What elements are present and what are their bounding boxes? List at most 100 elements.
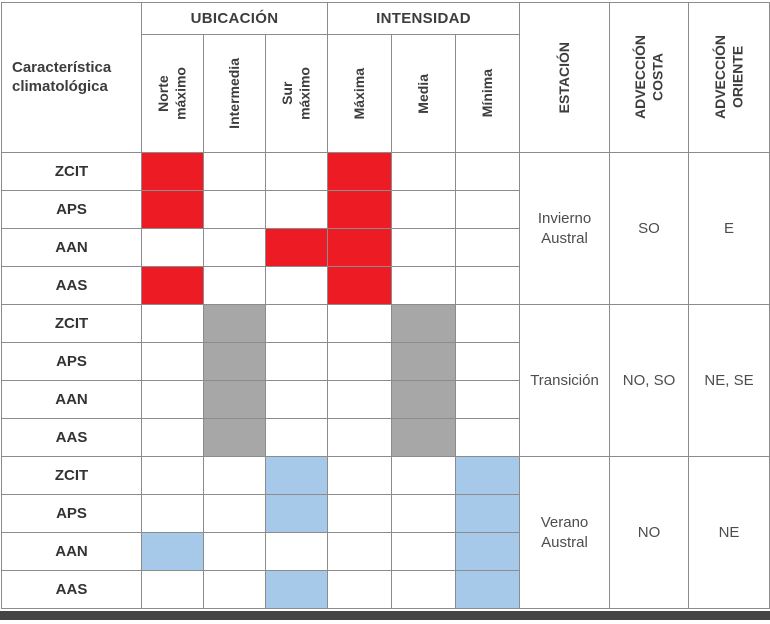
cell-empty	[141, 380, 204, 419]
cell-empty	[264, 342, 329, 381]
cell-red	[141, 266, 204, 305]
adveccion-oriente-header: ADVECCIÓN ORIENTE	[688, 2, 770, 153]
cell-gray	[391, 342, 457, 381]
season-cell: Transición	[519, 304, 611, 457]
cell-empty	[327, 304, 393, 343]
cell-empty	[327, 532, 393, 571]
cell-gray	[203, 418, 266, 457]
cell-blue	[455, 494, 521, 533]
norte-maximo-header-label: Norte máximo	[155, 67, 189, 120]
cell-empty	[455, 380, 521, 419]
cell-blue	[455, 456, 521, 495]
row-label: AAN	[1, 380, 142, 419]
cell-empty	[264, 380, 329, 419]
cell-empty	[455, 152, 521, 191]
cell-gray	[391, 418, 457, 457]
cell-empty	[203, 532, 266, 571]
cell-red	[264, 228, 329, 267]
norte-maximo-header: Norte máximo	[141, 34, 204, 153]
maxima-header: Máxima	[327, 34, 393, 153]
media-header-label: Media	[414, 73, 431, 114]
cell-empty	[455, 228, 521, 267]
cell-empty	[141, 228, 204, 267]
table-row: AAS	[1, 418, 770, 457]
cell-empty	[455, 342, 521, 381]
table-header: Característica climatológica UBICACIÓN I…	[1, 2, 770, 153]
cell-gray	[391, 304, 457, 343]
row-label: ZCIT	[1, 152, 142, 191]
adveccion-costa-cell: NO, SO	[609, 304, 690, 457]
cell-empty	[455, 266, 521, 305]
season-cell: Invierno Austral	[519, 152, 611, 305]
row-label: ZCIT	[1, 456, 142, 495]
table-row: AAS	[1, 266, 770, 305]
cell-gray	[391, 380, 457, 419]
adveccion-oriente-header-label: ADVECCIÓN ORIENTE	[711, 35, 746, 120]
cell-blue	[264, 494, 329, 533]
cell-empty	[391, 494, 457, 533]
table-row: APS	[1, 494, 770, 533]
cell-empty	[327, 456, 393, 495]
cell-empty	[203, 456, 266, 495]
row-label: AAS	[1, 418, 142, 457]
cell-blue	[141, 532, 204, 571]
bottom-bar	[0, 611, 770, 620]
table-row: ZCIT Verano Austral NO NE	[1, 456, 770, 609]
table-row: ZCIT Transición NO, SO NE, SE	[1, 304, 770, 457]
cell-empty	[455, 418, 521, 457]
cell-empty	[141, 570, 204, 609]
cell-empty	[327, 570, 393, 609]
cell-empty	[391, 190, 457, 229]
cell-empty	[203, 570, 266, 609]
cell-empty	[203, 228, 266, 267]
cell-empty	[264, 304, 329, 343]
adveccion-oriente-cell: E	[688, 152, 770, 305]
cell-empty	[327, 342, 393, 381]
cell-empty	[391, 456, 457, 495]
table-row: AAS	[1, 570, 770, 609]
season-cell: Verano Austral	[519, 456, 611, 609]
cell-empty	[141, 342, 204, 381]
climatology-table: Característica climatológica UBICACIÓN I…	[1, 2, 770, 609]
cell-blue	[455, 570, 521, 609]
adveccion-oriente-cell: NE	[688, 456, 770, 609]
cell-empty	[455, 304, 521, 343]
cell-empty	[391, 152, 457, 191]
header-sub-row: Norte máximo Intermedia Sur máximo Máxim…	[2, 34, 770, 153]
table-row: AAN	[1, 380, 770, 419]
cell-empty	[141, 304, 204, 343]
adveccion-costa-header-label: ADVECCIÓN COSTA	[631, 35, 666, 120]
intensidad-group-header: INTENSIDAD	[327, 2, 521, 35]
cell-empty	[264, 190, 329, 229]
cell-red	[327, 152, 393, 191]
cell-empty	[391, 228, 457, 267]
sur-maximo-header-label: Sur máximo	[279, 67, 313, 120]
row-label: APS	[1, 190, 142, 229]
cell-empty	[203, 266, 266, 305]
row-label: AAS	[1, 266, 142, 305]
table-row: ZCIT Invierno Austral SO E	[1, 152, 770, 305]
row-label: AAN	[1, 228, 142, 267]
estacion-header: ESTACIÓN	[519, 2, 611, 153]
corner-header: Característica climatológica	[1, 2, 142, 153]
cell-gray	[203, 380, 266, 419]
cell-gray	[203, 304, 266, 343]
minima-header-label: Mínima	[478, 69, 495, 118]
cell-blue	[264, 456, 329, 495]
row-label: AAN	[1, 532, 142, 571]
table-body: ZCIT Invierno Austral SO E APS AAN AAS ZCIT Tran…	[1, 152, 770, 609]
cell-empty	[141, 456, 204, 495]
row-label: ZCIT	[1, 304, 142, 343]
cell-empty	[141, 494, 204, 533]
cell-empty	[391, 570, 457, 609]
intermedia-header: Intermedia	[203, 34, 266, 153]
cell-empty	[264, 152, 329, 191]
cell-blue	[264, 570, 329, 609]
intermedia-header-label: Intermedia	[225, 58, 242, 129]
cell-empty	[391, 266, 457, 305]
maxima-header-label: Máxima	[350, 67, 367, 120]
cell-empty	[264, 532, 329, 571]
minima-header: Mínima	[455, 34, 521, 153]
media-header: Media	[391, 34, 457, 153]
